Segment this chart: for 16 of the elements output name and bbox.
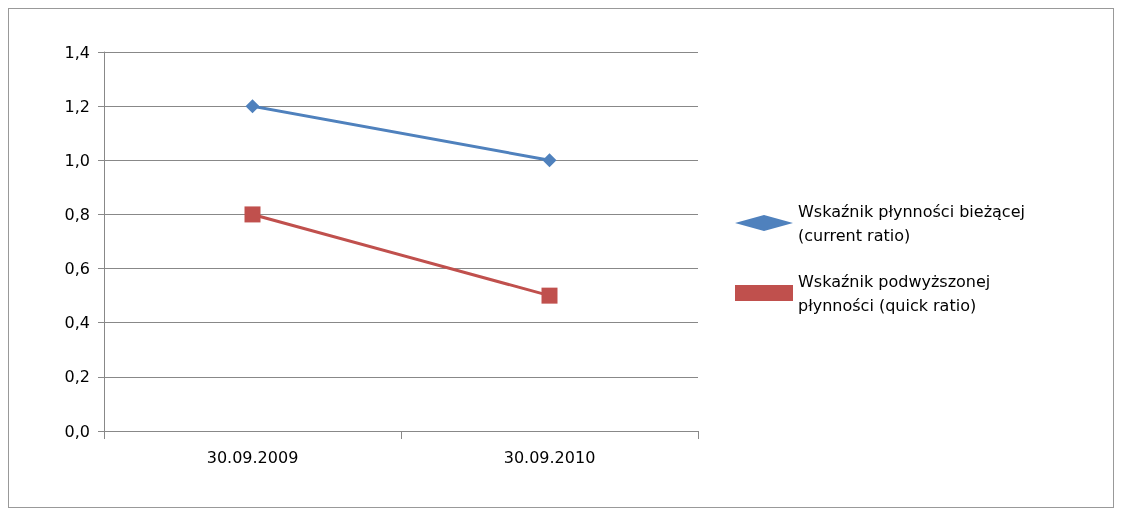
- y-tick-label: 0,2: [64, 367, 90, 387]
- y-tick-label: 1,0: [64, 150, 90, 170]
- y-tick-label: 0,0: [64, 421, 90, 441]
- y-tick-label: 1,4: [64, 42, 90, 62]
- point: [244, 206, 261, 223]
- y-tick-label: 0,4: [64, 313, 90, 333]
- point: [541, 287, 558, 304]
- point: [245, 99, 260, 114]
- x-tick-label: 30.09.2009: [206, 447, 299, 467]
- legend-label: Wskaźnik podwyższonej płynności (quick ratio): [798, 271, 996, 315]
- y-tick-label: 0,6: [64, 259, 90, 279]
- x-tick-label: 30.09.2010: [503, 447, 596, 467]
- y-tick-label: 0,8: [64, 204, 90, 224]
- point: [542, 153, 557, 168]
- legend-label: Wskaźnik płynności bieżącej (current ratio): [798, 201, 1031, 245]
- y-tick-label: 1,2: [64, 96, 90, 116]
